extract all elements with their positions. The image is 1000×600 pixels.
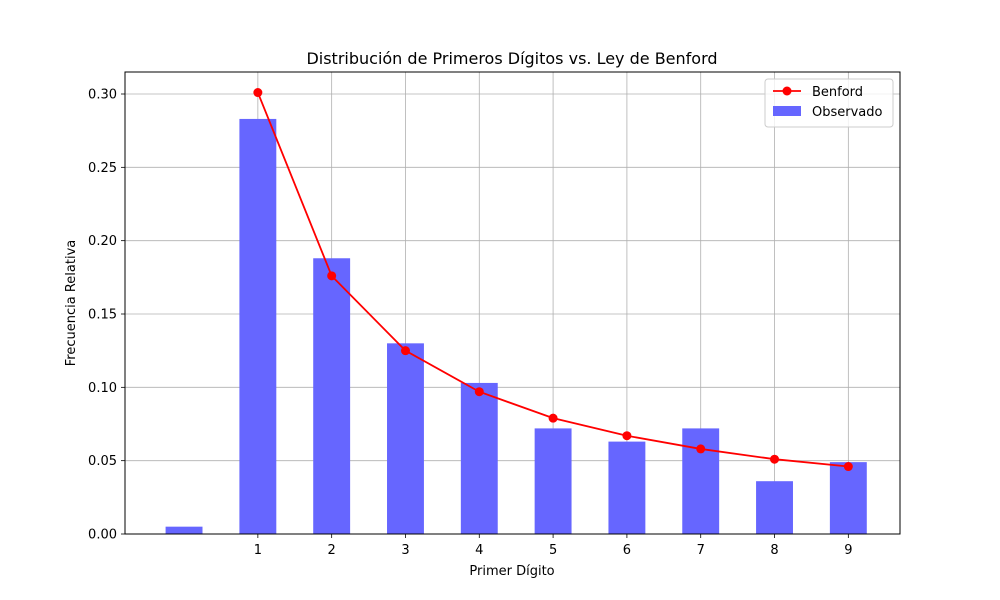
x-tick-label: 3 [401,543,409,558]
observed-bar [534,428,572,534]
legend-benford-marker [782,86,792,96]
benford-point [327,271,337,281]
benford-point [770,454,780,464]
observed-bar [756,481,793,534]
benford-point [253,88,263,98]
benford-point [400,346,410,356]
observed-bar [239,118,277,534]
x-tick-label: 6 [623,543,631,558]
benford-point [474,387,484,397]
observed-bar [829,462,867,534]
x-tick-label: 7 [697,543,705,558]
benford-line [253,88,853,472]
observed-bar [682,428,720,534]
y-tick-label: 0.05 [88,454,117,469]
observed-bars [165,118,867,534]
observed-bar [387,343,424,534]
x-tick-label: 4 [475,543,483,558]
legend-observed-label: Observado [812,105,883,120]
benford-point [622,431,632,441]
axis-ticks: 0.00 0.05 0.10 0.15 0.20 0.25 0.30 1 2 3 4 5 6 7 8 9 [88,88,852,559]
y-tick-label: 0.10 [88,381,117,396]
benford-point [696,444,706,454]
y-tick-label: 0.15 [88,308,117,323]
observed-bar [313,258,351,534]
x-tick-label: 2 [328,543,336,558]
y-axis-label: Frecuencia Relativa [64,240,79,366]
y-tick-label: 0.25 [88,161,117,176]
x-axis-label: Primer Dígito [469,564,554,579]
observed-bar [460,382,498,534]
y-tick-label: 0.30 [88,88,117,103]
legend-observed-swatch [773,106,801,116]
x-tick-label: 1 [254,543,262,558]
x-tick-label: 8 [770,543,778,558]
y-tick-label: 0.00 [88,528,117,543]
plot-frame [124,71,901,535]
legend: Benford Observado [764,78,894,128]
benford-point [548,413,558,423]
y-tick-label: 0.20 [88,234,117,249]
x-tick-label: 9 [844,543,852,558]
observed-bar [165,526,203,534]
legend-benford-label: Benford [812,85,863,100]
observed-bar [608,441,646,534]
benford-point [843,462,853,472]
x-tick-label: 5 [549,543,557,558]
chart-title: Distribución de Primeros Dígitos vs. Ley… [306,49,717,68]
